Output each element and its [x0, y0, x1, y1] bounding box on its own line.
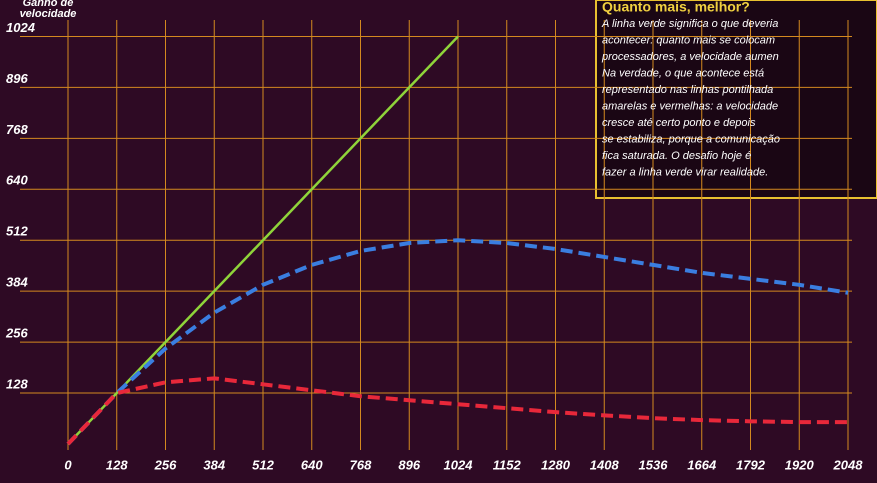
y-axis-label: velocidade [20, 8, 77, 20]
y-tick-label: 128 [6, 376, 28, 391]
x-tick-label: 1280 [541, 457, 571, 472]
note-line: acontecer: quanto mais se colocam [602, 34, 775, 46]
y-tick-label: 640 [6, 173, 28, 188]
note-line: cresce até certo ponto e depois [602, 117, 756, 129]
y-tick-label: 384 [6, 275, 28, 290]
x-tick-label: 1664 [687, 457, 717, 472]
note-line: processadores, a velocidade aumen [601, 51, 779, 63]
series-line [66, 238, 849, 446]
x-tick-label: 1408 [590, 457, 620, 472]
y-tick-label: 256 [5, 326, 28, 341]
x-tick-label: 768 [350, 457, 372, 472]
y-tick-label: 896 [6, 71, 28, 86]
y-axis-label: Ganho de [23, 0, 74, 9]
note-line: Na verdade, o que acontece está [602, 67, 764, 79]
note-line: se estabiliza, porque a comunicação [602, 133, 780, 145]
x-tick-label: 2048 [833, 457, 864, 472]
x-tick-label: 1024 [444, 457, 474, 472]
x-tick-label: 1536 [639, 457, 669, 472]
x-tick-label: 1792 [736, 457, 766, 472]
x-tick-label: 896 [398, 457, 420, 472]
note-line: A linha verde significa o que deveria [601, 18, 778, 30]
x-tick-label: 1152 [493, 457, 522, 472]
x-tick-label: 1920 [785, 457, 815, 472]
x-tick-label: 128 [106, 457, 128, 472]
note-line: representado nas linhas pontilhada [602, 84, 773, 96]
x-tick-label: 0 [64, 457, 72, 472]
y-tick-label: 512 [6, 224, 28, 239]
x-tick-label: 640 [301, 457, 323, 472]
note-line: fazer a linha verde virar realidade. [602, 166, 768, 178]
y-tick-label: 768 [6, 122, 28, 137]
note-line: fica saturada. O desafio hoje é [602, 150, 751, 162]
series-line [66, 376, 848, 446]
y-tick-label: 1024 [6, 20, 36, 35]
x-tick-label: 256 [154, 457, 177, 472]
note-title: Quanto mais, melhor? [602, 0, 750, 15]
x-tick-label: 512 [252, 457, 274, 472]
note-box [595, 0, 877, 199]
note-line: amarelas e vermelhas: a velocidade [602, 100, 778, 112]
x-tick-label: 384 [203, 457, 225, 472]
